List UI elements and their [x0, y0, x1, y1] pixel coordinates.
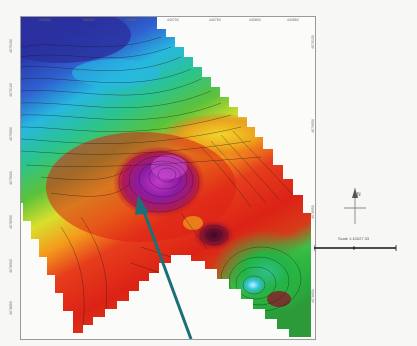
- north-arrow-icon: N: [344, 188, 366, 224]
- x-tick-label: 440550: [39, 18, 51, 22]
- pointer-arrow-icon: [135, 195, 193, 339]
- y-tick-label: 4079150: [8, 39, 13, 53]
- y-tick-label: 4078950: [8, 215, 13, 229]
- scale-label: Scale 1:10027.33: [338, 236, 370, 241]
- contour-lines: [21, 36, 302, 328]
- y-tick-label: 4079050: [8, 127, 13, 141]
- y-tick-label-right: 4078850: [310, 289, 315, 303]
- x-tick-label: 440600: [83, 18, 95, 22]
- x-tick-label: 440700: [167, 18, 179, 22]
- survey-area: [21, 17, 311, 337]
- x-tick-label: 440750: [209, 18, 221, 22]
- scale-bar: [314, 245, 397, 251]
- y-tick-label: 4078900: [8, 259, 13, 273]
- y-tick-label: 4078850: [8, 301, 13, 315]
- y-tick-label: 4079000: [8, 171, 13, 185]
- svg-text:N: N: [357, 192, 361, 198]
- map-frame: 440550 440600 440650 440700 440750 44080…: [20, 16, 316, 340]
- x-tick-label: 440850: [287, 18, 299, 22]
- x-tick-label: 440650: [125, 18, 137, 22]
- y-tick-label-right: 4078950: [310, 205, 315, 219]
- x-tick-label: 440800: [249, 18, 261, 22]
- y-tick-label-right: 4079150: [310, 35, 315, 49]
- y-tick-label: 4079100: [8, 83, 13, 97]
- y-tick-label-right: 4079050: [310, 119, 315, 133]
- contour-map: [21, 17, 311, 339]
